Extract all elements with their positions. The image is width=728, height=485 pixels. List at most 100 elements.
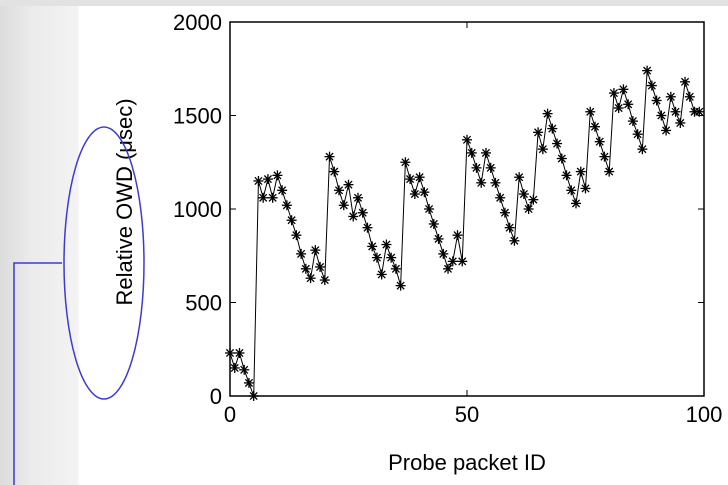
data-point-marker bbox=[571, 198, 582, 209]
data-point-marker bbox=[632, 129, 643, 140]
data-point-marker bbox=[239, 364, 250, 375]
data-point-marker bbox=[362, 222, 373, 233]
data-point-marker bbox=[291, 230, 302, 241]
data-point-marker bbox=[589, 121, 600, 132]
data-point-marker bbox=[585, 106, 596, 117]
data-point-marker bbox=[556, 153, 567, 164]
data-point-marker bbox=[324, 151, 335, 162]
annotation-connector-line bbox=[13, 262, 62, 485]
data-point-marker bbox=[670, 106, 681, 117]
data-point-marker bbox=[376, 269, 387, 280]
slide-top-band bbox=[0, 0, 728, 6]
data-point-marker bbox=[627, 116, 638, 127]
data-point-marker bbox=[334, 185, 345, 196]
data-point-marker bbox=[608, 88, 619, 99]
data-point-marker bbox=[390, 263, 401, 274]
data-point-marker bbox=[286, 215, 297, 226]
data-point-marker bbox=[272, 170, 283, 181]
data-point-marker bbox=[675, 117, 686, 128]
data-point-marker bbox=[613, 103, 624, 114]
data-point-marker bbox=[409, 189, 420, 200]
data-point-marker bbox=[561, 170, 572, 181]
data-point-marker bbox=[457, 256, 468, 267]
data-point-marker bbox=[348, 211, 359, 222]
data-point-marker bbox=[310, 245, 321, 256]
data-point-marker bbox=[371, 252, 382, 263]
data-point-marker bbox=[661, 125, 672, 136]
data-point-marker bbox=[575, 166, 586, 177]
data-point-marker bbox=[329, 166, 340, 177]
x-tick-label: 0 bbox=[224, 402, 236, 427]
data-point-marker bbox=[395, 280, 406, 291]
data-point-marker bbox=[566, 185, 577, 196]
data-point-marker bbox=[537, 144, 548, 155]
data-point-marker bbox=[495, 192, 506, 203]
plot-frame bbox=[229, 21, 705, 397]
data-point-marker bbox=[623, 99, 634, 110]
data-point-marker bbox=[424, 204, 435, 214]
axis-ticks bbox=[229, 21, 705, 397]
data-point-marker bbox=[400, 157, 411, 168]
data-point-marker bbox=[646, 80, 657, 91]
data-point-marker bbox=[523, 204, 534, 214]
data-point-marker bbox=[438, 248, 449, 259]
data-point-marker bbox=[471, 162, 482, 173]
data-point-marker bbox=[462, 134, 472, 145]
data-point-marker bbox=[533, 127, 544, 138]
x-tick-label: 100 bbox=[686, 402, 723, 427]
data-point-marker bbox=[367, 241, 378, 252]
y-tick-label: 1500 bbox=[173, 104, 222, 129]
y-tick-label: 500 bbox=[185, 291, 222, 316]
data-point-marker bbox=[267, 192, 278, 203]
y-axis-label: Relative OWD (μsec) bbox=[112, 98, 137, 305]
data-point-marker bbox=[258, 192, 269, 203]
data-point-marker bbox=[433, 233, 444, 244]
series-line bbox=[229, 70, 700, 397]
y-tick-label: 0 bbox=[210, 384, 222, 409]
data-point-marker bbox=[225, 347, 235, 358]
data-point-marker bbox=[552, 138, 563, 149]
data-point-marker bbox=[419, 187, 430, 198]
data-point-marker bbox=[480, 147, 491, 158]
data-point-marker bbox=[642, 65, 653, 76]
y-tick-label: 1000 bbox=[173, 197, 222, 222]
data-markers bbox=[225, 65, 705, 401]
data-point-marker bbox=[243, 377, 254, 388]
data-point-marker bbox=[485, 162, 496, 173]
data-point-marker bbox=[405, 174, 416, 185]
data-point-marker bbox=[452, 230, 463, 241]
x-axis-label: Probe packet ID bbox=[388, 450, 546, 475]
data-point-marker bbox=[281, 200, 292, 211]
data-point-marker bbox=[352, 192, 363, 203]
data-point-marker bbox=[305, 273, 316, 284]
data-point-marker bbox=[528, 194, 539, 205]
data-point-marker bbox=[504, 222, 515, 233]
data-point-marker bbox=[656, 110, 667, 121]
data-point-marker bbox=[514, 172, 525, 183]
data-point-marker bbox=[229, 362, 240, 373]
data-point-marker bbox=[547, 123, 558, 134]
data-point-marker bbox=[466, 147, 477, 158]
data-point-marker bbox=[518, 189, 529, 200]
data-point-marker bbox=[428, 218, 439, 229]
data-point-marker bbox=[234, 347, 245, 358]
data-point-marker bbox=[338, 200, 349, 211]
data-point-marker bbox=[343, 179, 354, 190]
data-point-marker bbox=[542, 108, 553, 119]
data-point-marker bbox=[594, 136, 605, 147]
data-point-marker bbox=[315, 261, 326, 272]
data-point-marker bbox=[414, 172, 425, 183]
annotation-ellipse bbox=[63, 126, 145, 400]
y-tick-label: 2000 bbox=[173, 10, 222, 35]
data-point-marker bbox=[599, 151, 610, 162]
data-point-marker bbox=[277, 185, 288, 196]
data-point-marker bbox=[637, 144, 648, 155]
data-point-marker bbox=[386, 252, 397, 263]
data-point-marker bbox=[580, 183, 591, 194]
data-point-marker bbox=[319, 275, 330, 286]
data-point-marker bbox=[499, 207, 510, 218]
data-point-marker bbox=[490, 177, 501, 188]
data-point-marker bbox=[262, 174, 273, 185]
data-point-marker bbox=[357, 207, 368, 218]
